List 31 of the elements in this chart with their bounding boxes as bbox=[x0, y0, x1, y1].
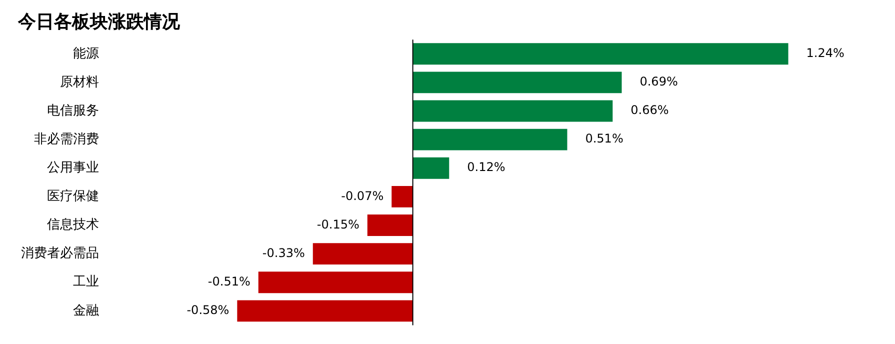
data-label: -0.51% bbox=[208, 274, 250, 288]
y-tick-label: 信息技术 bbox=[47, 218, 99, 233]
data-label: -0.33% bbox=[262, 246, 305, 260]
y-tick-label: 能源 bbox=[73, 46, 99, 62]
bar bbox=[412, 43, 788, 65]
data-label: 0.69% bbox=[640, 74, 678, 89]
y-tick-label: 非必需消费 bbox=[34, 132, 99, 147]
bar bbox=[412, 157, 450, 179]
y-tick-label: 消费者必需品 bbox=[21, 246, 99, 262]
bar bbox=[412, 72, 622, 94]
data-label: -0.58% bbox=[186, 303, 230, 318]
data-label: -0.15% bbox=[316, 217, 360, 232]
data-label: 0.12% bbox=[467, 160, 506, 174]
data-label: 1.24% bbox=[806, 46, 844, 60]
y-tick-label: 医疗保健 bbox=[47, 189, 99, 204]
data-label: -0.07% bbox=[341, 188, 384, 203]
y-tick-label: 公用事业 bbox=[47, 160, 99, 176]
bar bbox=[412, 100, 613, 122]
y-tick-label: 金融 bbox=[73, 303, 99, 318]
chart-title: 今日各板块涨跌情况 bbox=[17, 11, 181, 32]
y-tick-label: 电信服务 bbox=[47, 103, 99, 118]
bar bbox=[312, 243, 413, 265]
y-tick-label: 原材料 bbox=[60, 74, 99, 90]
bar bbox=[237, 300, 413, 322]
data-label: 0.66% bbox=[630, 103, 669, 118]
bar bbox=[412, 128, 568, 150]
bar bbox=[258, 272, 413, 294]
bar bbox=[367, 214, 413, 236]
bar bbox=[392, 186, 413, 208]
y-tick-label: 工业 bbox=[73, 274, 99, 290]
data-label: 0.51% bbox=[585, 132, 624, 146]
